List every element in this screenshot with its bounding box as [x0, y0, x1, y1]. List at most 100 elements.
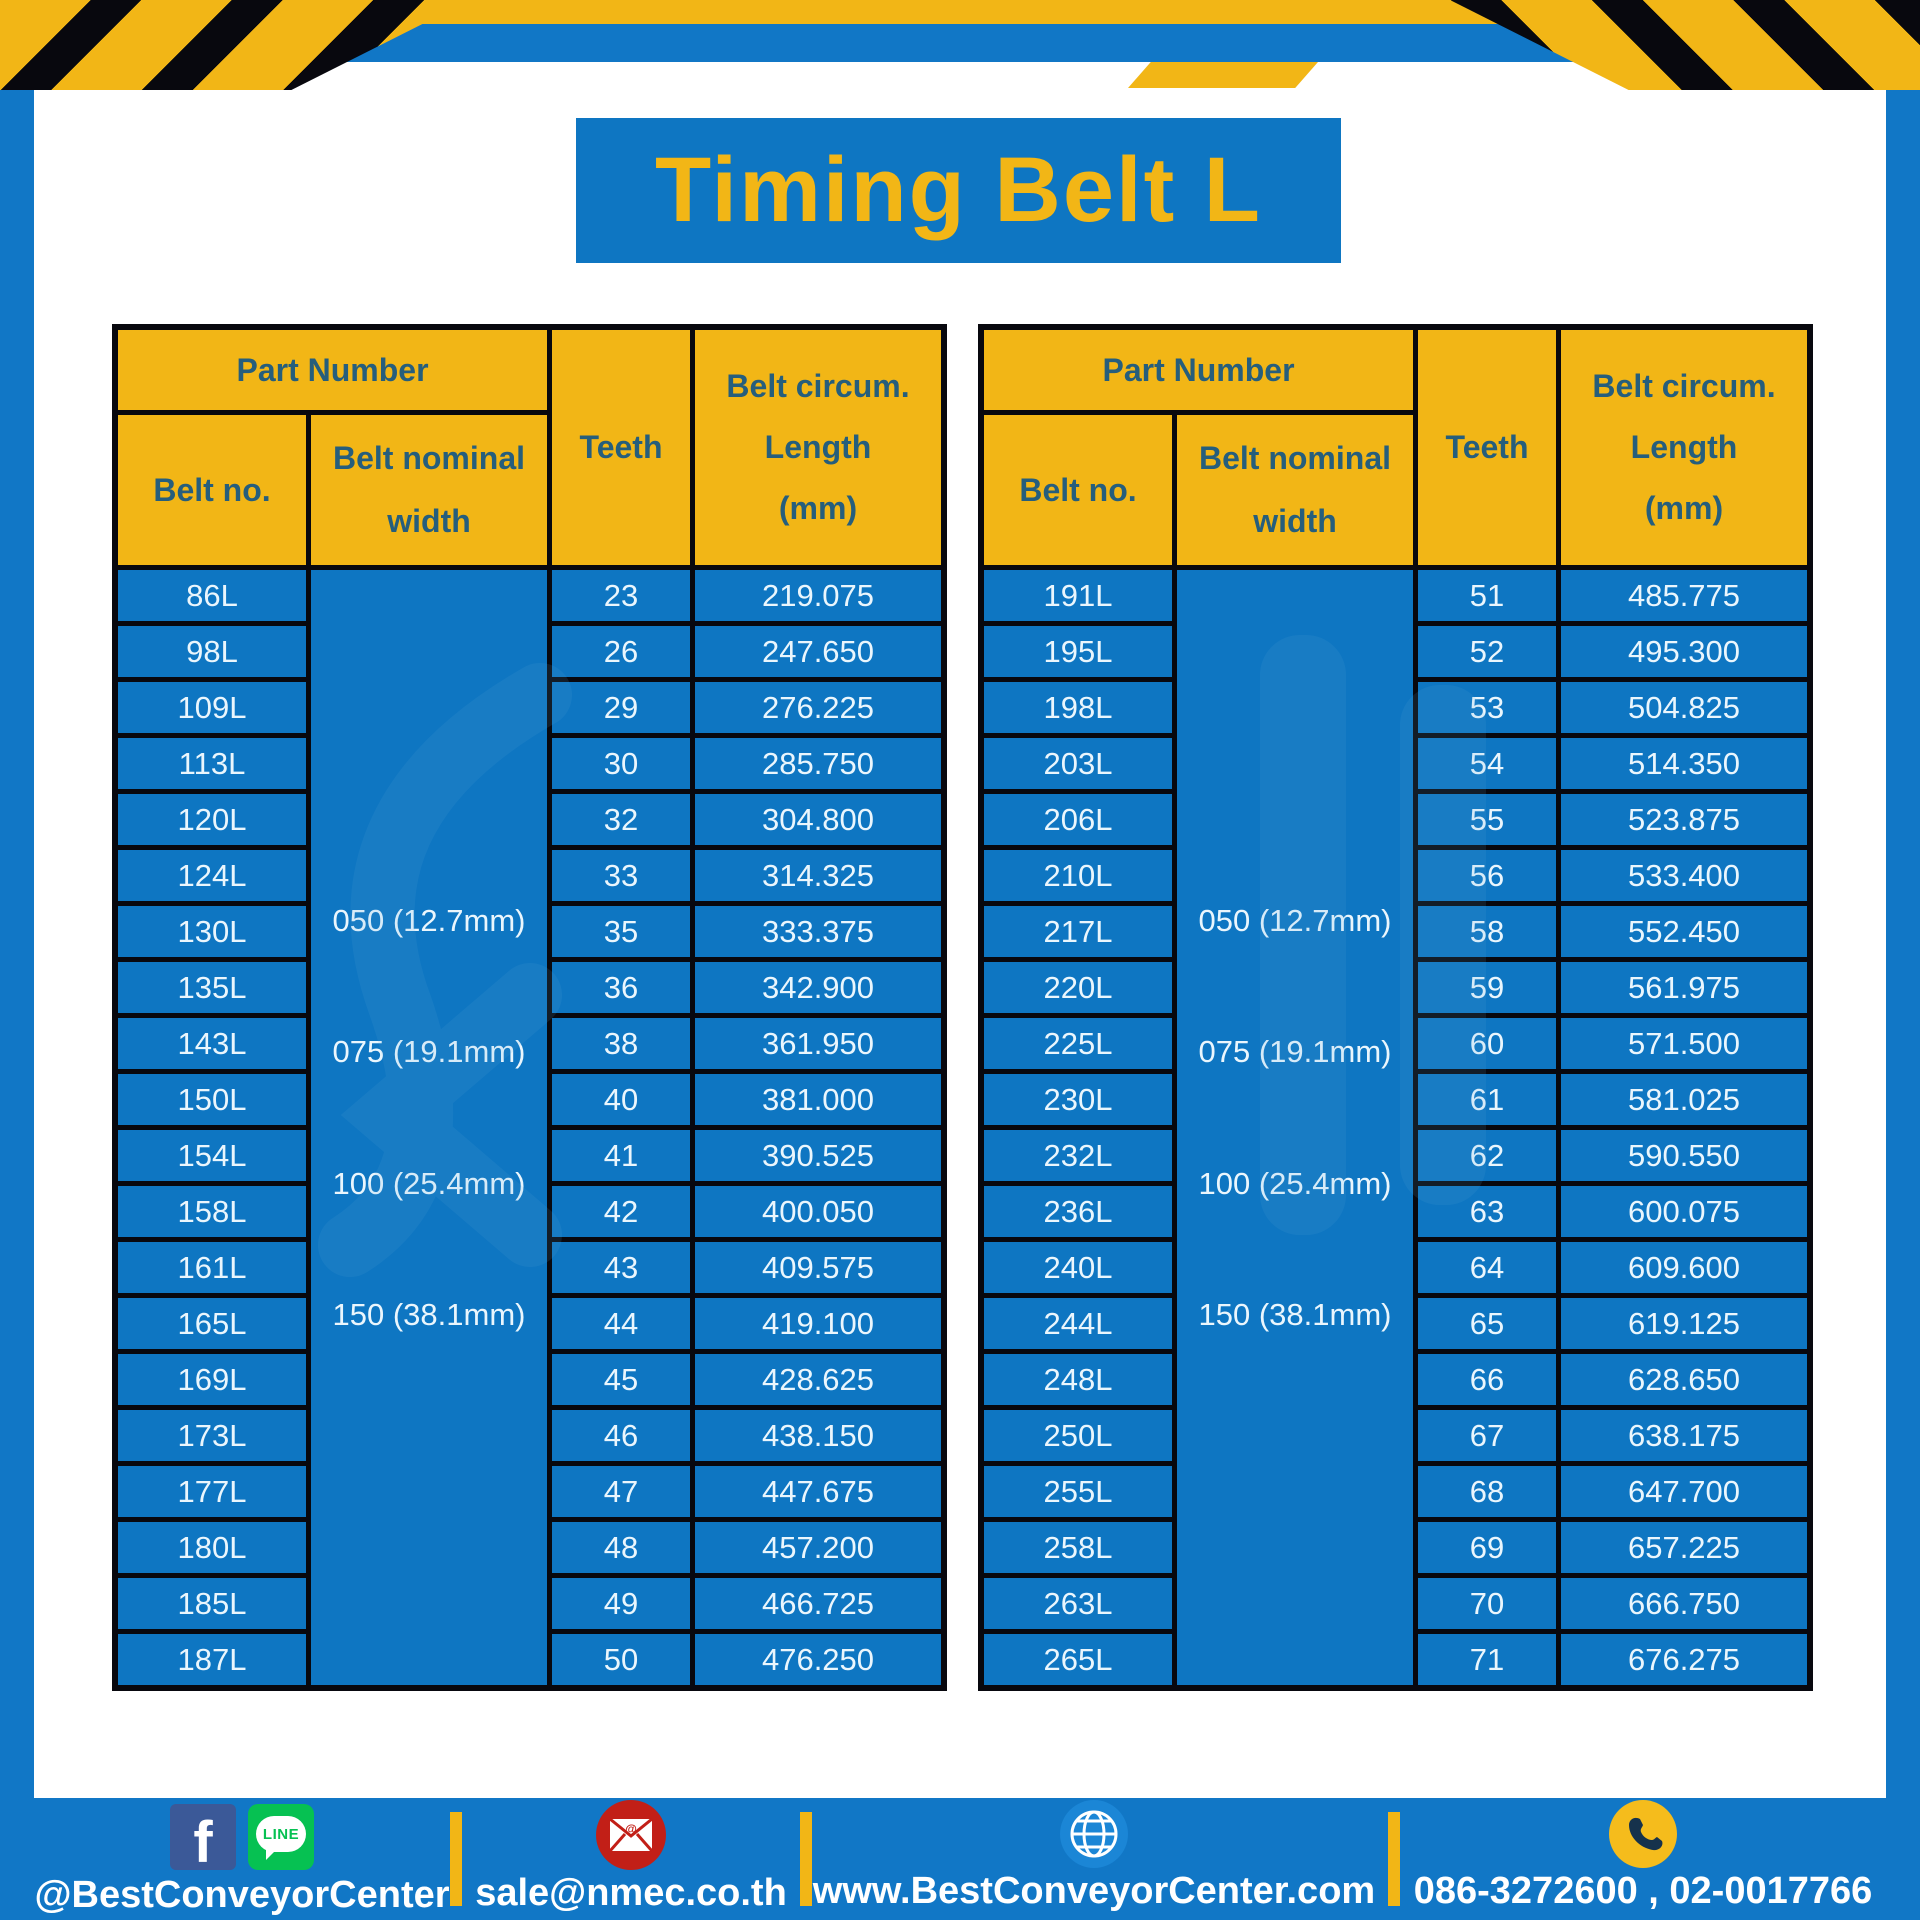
width-label: 075 (19.1mm): [332, 1033, 526, 1069]
teeth-cell: 47: [552, 1466, 690, 1517]
length-cell: 609.600: [1561, 1242, 1807, 1293]
length-cell: 381.000: [695, 1074, 941, 1125]
footer-divider: [800, 1812, 812, 1906]
length-cell: 476.250: [695, 1634, 941, 1685]
teeth-cell: 62: [1418, 1130, 1556, 1181]
email-address: sale@nmec.co.th: [475, 1872, 787, 1914]
teeth-cell: 41: [552, 1130, 690, 1181]
teeth-cell: 49: [552, 1578, 690, 1629]
length-cell: 628.650: [1561, 1354, 1807, 1405]
teeth-cell: 45: [552, 1354, 690, 1405]
width-label: 100 (25.4mm): [1198, 1166, 1392, 1202]
belt-no-cell: 232L: [984, 1130, 1172, 1181]
teeth-cell: 42: [552, 1186, 690, 1237]
belt-no-cell: 195L: [984, 626, 1172, 677]
page-title: Timing Belt L: [576, 118, 1341, 263]
facebook-icon: f: [170, 1804, 236, 1870]
website-url: www.BestConveyorCenter.com: [812, 1870, 1376, 1912]
length-cell: 457.200: [695, 1522, 941, 1573]
teeth-cell: 60: [1418, 1018, 1556, 1069]
length-cell: 409.575: [695, 1242, 941, 1293]
width-label: 050 (12.7mm): [332, 903, 526, 939]
email-at-glyph: @: [625, 1822, 637, 1836]
teeth-cell: 48: [552, 1522, 690, 1573]
belt-no-cell: 150L: [118, 1074, 306, 1125]
length-cell: 419.100: [695, 1298, 941, 1349]
length-cell: 514.350: [1561, 738, 1807, 789]
header-belt-no: Belt no.: [118, 415, 306, 565]
table-header: Part Number Belt no. Belt nominal width …: [984, 330, 1807, 565]
belt-no-cell: 206L: [984, 794, 1172, 845]
teeth-cell: 56: [1418, 850, 1556, 901]
length-cell: 438.150: [695, 1410, 941, 1461]
length-cell: 666.750: [1561, 1578, 1807, 1629]
length-cell: 342.900: [695, 962, 941, 1013]
teeth-cell: 40: [552, 1074, 690, 1125]
length-cell: 219.075: [695, 570, 941, 621]
teeth-cell: 26: [552, 626, 690, 677]
phone-icon: [1609, 1800, 1677, 1868]
teeth-cell: 64: [1418, 1242, 1556, 1293]
belt-no-cell: 177L: [118, 1466, 306, 1517]
length-cell: 285.750: [695, 738, 941, 789]
header-circum-line3: (mm): [778, 490, 858, 526]
belt-no-cell: 263L: [984, 1578, 1172, 1629]
teeth-cell: 61: [1418, 1074, 1556, 1125]
teeth-cell: 23: [552, 570, 690, 621]
page-frame-right: [1886, 22, 1920, 1920]
teeth-cell: 66: [1418, 1354, 1556, 1405]
header-circum-line2: Length: [764, 429, 872, 465]
teeth-cell: 63: [1418, 1186, 1556, 1237]
teeth-cell: 51: [1418, 570, 1556, 621]
teeth-cell: 55: [1418, 794, 1556, 845]
length-cell: 314.325: [695, 850, 941, 901]
header-belt-nominal-line2: width: [1253, 502, 1337, 539]
belt-no-cell: 86L: [118, 570, 306, 621]
header-part-number: Part Number: [118, 330, 547, 410]
length-cell: 523.875: [1561, 794, 1807, 845]
header-belt-circum: Belt circum. Length (mm): [695, 330, 941, 565]
belt-no-cell: 203L: [984, 738, 1172, 789]
length-cell: 400.050: [695, 1186, 941, 1237]
belt-width-merged-cell: 050 (12.7mm) 075 (19.1mm) 100 (25.4mm) 1…: [311, 570, 547, 1685]
length-cell: 657.225: [1561, 1522, 1807, 1573]
footer-social-section: f LINE @BestConveyorCenter: [34, 1798, 450, 1920]
belt-no-cell: 248L: [984, 1354, 1172, 1405]
header-belt-nominal-line1: Belt nominal: [332, 440, 525, 477]
table-header: Part Number Belt no. Belt nominal width …: [118, 330, 941, 565]
length-cell: 619.125: [1561, 1298, 1807, 1349]
teeth-cell: 71: [1418, 1634, 1556, 1685]
length-cell: 552.450: [1561, 906, 1807, 957]
teeth-cell: 30: [552, 738, 690, 789]
belt-no-cell: 258L: [984, 1522, 1172, 1573]
belt-no-cell: 187L: [118, 1634, 306, 1685]
teeth-cell: 53: [1418, 682, 1556, 733]
belt-no-cell: 185L: [118, 1578, 306, 1629]
social-icons: f LINE: [170, 1802, 314, 1872]
header-circum-line2: Length: [1630, 429, 1738, 465]
width-label: 050 (12.7mm): [1198, 903, 1392, 939]
length-cell: 333.375: [695, 906, 941, 957]
belt-no-cell: 98L: [118, 626, 306, 677]
header-belt-nominal-width: Belt nominal width: [311, 415, 547, 565]
header-belt-circum: Belt circum. Length (mm): [1561, 330, 1807, 565]
page-title-text: Timing Belt L: [655, 139, 1262, 241]
belt-no-cell: 180L: [118, 1522, 306, 1573]
teeth-cell: 43: [552, 1242, 690, 1293]
social-handle: @BestConveyorCenter: [34, 1874, 450, 1916]
page-frame-left: [0, 22, 34, 1920]
header-part-number: Part Number: [984, 330, 1413, 410]
belt-no-cell: 225L: [984, 1018, 1172, 1069]
length-cell: 495.300: [1561, 626, 1807, 677]
belt-no-cell: 109L: [118, 682, 306, 733]
width-label: 150 (38.1mm): [1198, 1296, 1392, 1332]
length-cell: 466.725: [695, 1578, 941, 1629]
teeth-cell: 29: [552, 682, 690, 733]
width-label: 100 (25.4mm): [332, 1166, 526, 1202]
footer-contact-bar: f LINE @BestConveyorCenter @ sale@nmec.c…: [0, 1798, 1920, 1920]
length-cell: 581.025: [1561, 1074, 1807, 1125]
facebook-letter: f: [193, 1809, 213, 1870]
length-cell: 361.950: [695, 1018, 941, 1069]
table-body: 050 (12.7mm) 075 (19.1mm) 100 (25.4mm) 1…: [984, 570, 1807, 1685]
